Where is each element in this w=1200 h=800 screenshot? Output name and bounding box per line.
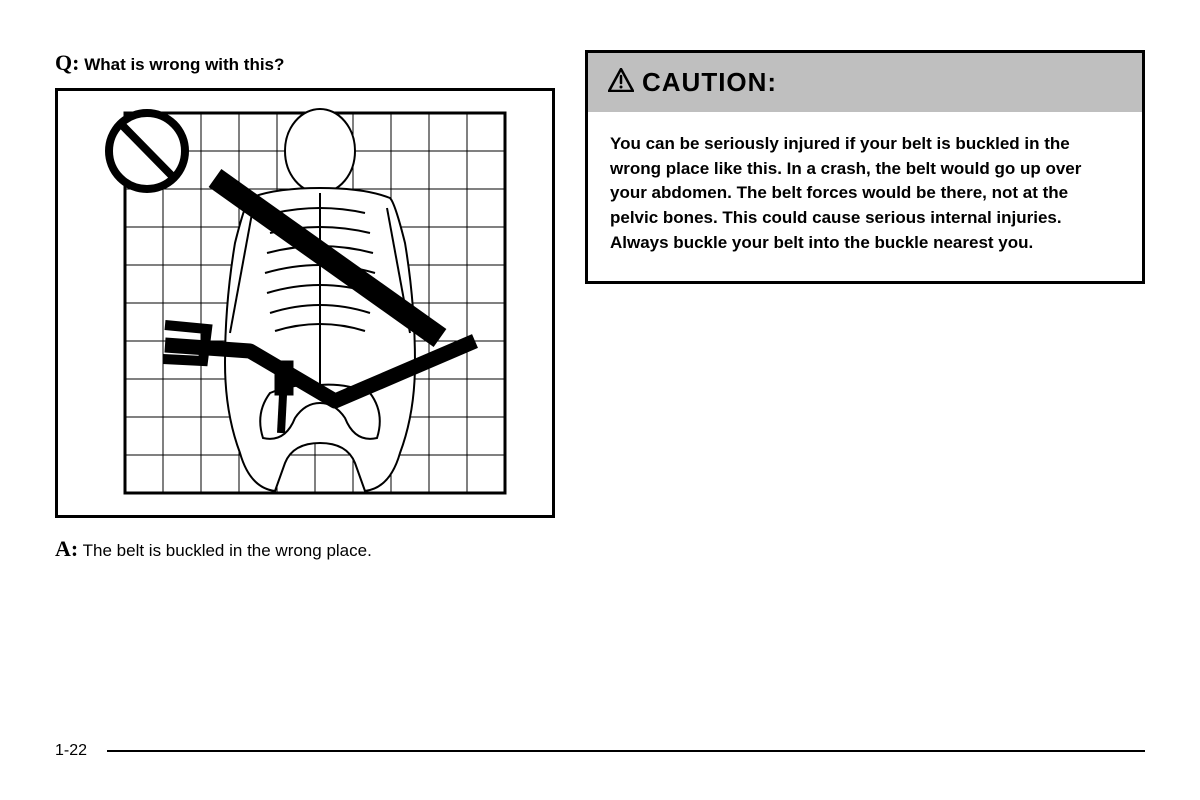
answer-line: A: The belt is buckled in the wrong plac… xyxy=(55,536,555,562)
question-prefix: Q: xyxy=(55,50,79,75)
page-footer: 1-22 xyxy=(55,742,1145,760)
question-line: Q: What is wrong with this? xyxy=(55,50,555,76)
page-number: 1-22 xyxy=(55,742,87,760)
caution-body: You can be seriously injured if your bel… xyxy=(588,112,1142,281)
diagram-svg xyxy=(75,103,535,503)
question-text: What is wrong with this? xyxy=(84,55,284,74)
prohibition-icon xyxy=(109,113,185,189)
answer-text: The belt is buckled in the wrong place. xyxy=(83,541,372,560)
warning-triangle-icon xyxy=(608,68,634,97)
answer-prefix: A: xyxy=(55,536,78,561)
right-column: CAUTION: You can be seriously injured if… xyxy=(585,50,1145,720)
caution-box: CAUTION: You can be seriously injured if… xyxy=(585,50,1145,284)
caution-title: CAUTION: xyxy=(642,67,777,98)
left-column: Q: What is wrong with this? xyxy=(55,50,555,720)
caution-header: CAUTION: xyxy=(588,53,1142,112)
seatbelt-diagram xyxy=(55,88,555,518)
footer-rule xyxy=(107,750,1145,752)
page-content: Q: What is wrong with this? xyxy=(55,50,1145,720)
